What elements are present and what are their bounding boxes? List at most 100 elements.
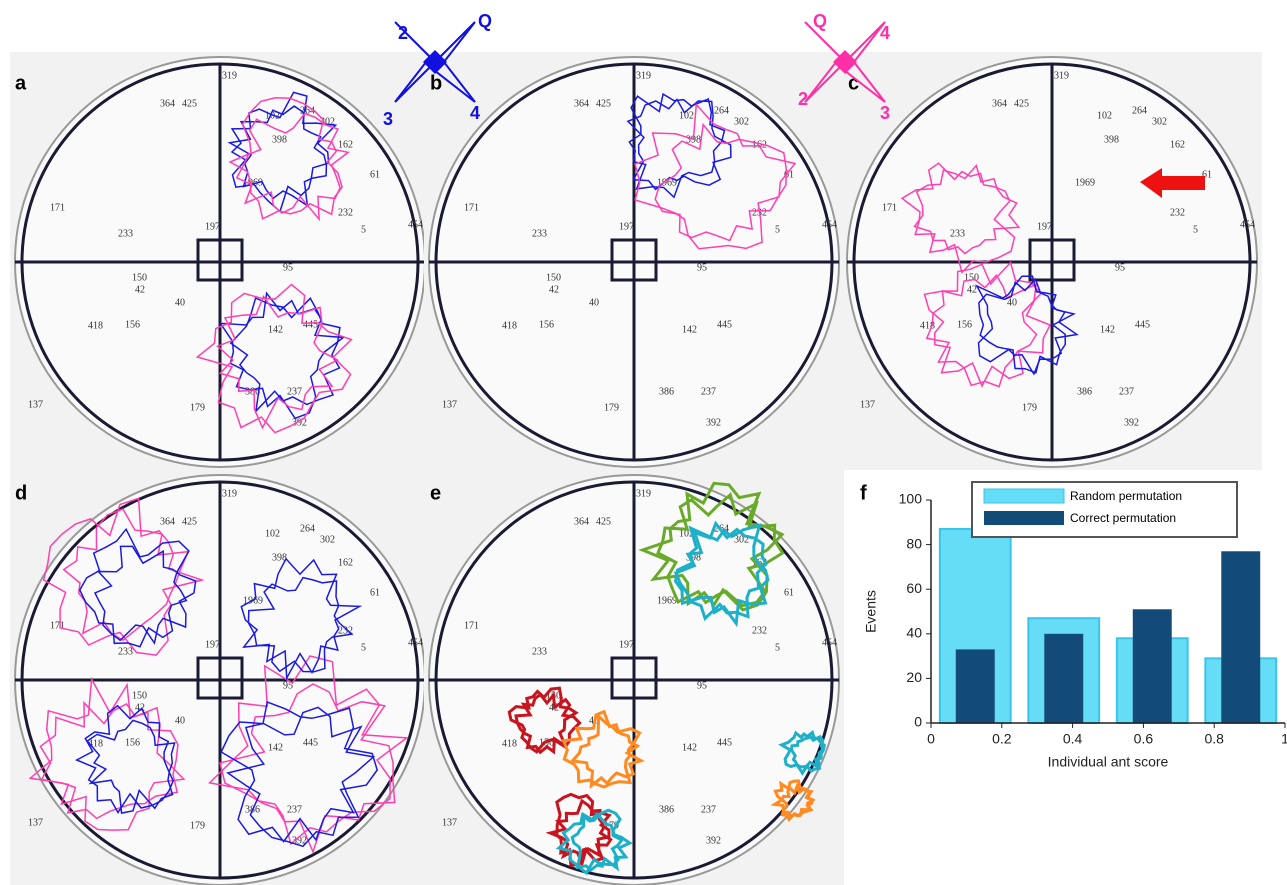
ant-id: 40: [175, 715, 185, 726]
ant-id: 425: [1014, 98, 1029, 109]
compass-label: 4: [880, 23, 890, 43]
ant-id: 142: [1100, 324, 1115, 335]
ant-id: 445: [717, 737, 732, 748]
ant-id: 232: [752, 625, 767, 636]
ant-id: 425: [182, 98, 197, 109]
compass-label: Q: [813, 11, 827, 31]
page: 3193644251022643023981626119691711972334…: [0, 0, 1287, 885]
ant-id: 142: [268, 742, 283, 753]
ant-id: 233: [532, 228, 547, 239]
compass-label: 2: [398, 23, 408, 43]
photo-panel: 3193644251022643023981626119691711972334…: [842, 52, 1262, 470]
x-tick-label: 0.2: [992, 731, 1012, 747]
y-tick-label: 40: [906, 625, 922, 641]
ant-id: 95: [1115, 262, 1125, 273]
ant-id: 5: [361, 642, 366, 653]
y-tick-label: 100: [899, 491, 923, 507]
figure: 3193644251022643023981626119691711972334…: [0, 0, 1287, 885]
ant-id: 137: [442, 399, 457, 410]
ant-id: 150: [132, 690, 147, 701]
ant-id: 445: [717, 319, 732, 330]
ant-id: 42: [135, 284, 145, 295]
ant-id: 445: [1135, 319, 1150, 330]
ant-id: 102: [679, 110, 694, 121]
ant-id: 102: [1097, 110, 1112, 121]
x-tick-label: 0.8: [1204, 731, 1224, 747]
x-tick-label: 0.4: [1063, 731, 1083, 747]
ant-id: 179: [190, 402, 205, 413]
ant-id: 1969: [657, 595, 677, 606]
ant-id: 42: [967, 284, 977, 295]
y-tick-label: 60: [906, 580, 922, 596]
ant-id: 364: [574, 516, 589, 527]
ant-id: 418: [502, 738, 517, 749]
ant-id: 171: [464, 202, 479, 213]
bar: [1133, 609, 1172, 723]
x-tick-label: 0: [927, 731, 935, 747]
legend-swatch: [984, 511, 1064, 525]
ant-id: 237: [701, 804, 716, 815]
bar: [1221, 551, 1260, 723]
ant-id: 364: [160, 516, 175, 527]
ant-id: 237: [701, 386, 716, 397]
ant-id: 454: [408, 637, 423, 648]
ant-id: 364: [574, 98, 589, 109]
ant-id: 102: [265, 528, 280, 539]
x-axis-label: Individual ant score: [1048, 754, 1169, 770]
ant-id: 61: [370, 169, 380, 180]
panel-letter: d: [15, 482, 27, 504]
ant-id: 454: [408, 219, 423, 230]
ant-id: 95: [697, 680, 707, 691]
legend-label: Correct permutation: [1070, 511, 1176, 525]
ant-id: 364: [160, 98, 175, 109]
ant-id: 150: [132, 272, 147, 283]
ant-id: 398: [1104, 134, 1119, 145]
ant-id: 418: [88, 320, 103, 331]
ant-id: 454: [1240, 219, 1255, 230]
ant-id: 233: [532, 646, 547, 657]
ant-id: 319: [1054, 70, 1069, 81]
ant-id: 197: [205, 221, 220, 232]
ant-id: 61: [370, 587, 380, 598]
compass-label: 4: [470, 103, 480, 123]
ant-id: 386: [1077, 386, 1092, 397]
ant-id: 454: [822, 637, 837, 648]
ant-id: 319: [222, 488, 237, 499]
ant-id: 386: [659, 804, 674, 815]
ant-id: 445: [303, 319, 318, 330]
ant-id: 162: [338, 139, 353, 150]
ant-id: 392: [1124, 417, 1139, 428]
ant-id: 156: [125, 737, 140, 748]
ant-id: 197: [1037, 221, 1052, 232]
ant-id: 233: [118, 646, 133, 657]
legend-swatch: [984, 489, 1064, 503]
ant-id: 197: [619, 221, 634, 232]
bar: [956, 649, 995, 723]
ant-id: 179: [604, 402, 619, 413]
ant-id: 5: [361, 224, 366, 235]
ant-id: 392: [706, 417, 721, 428]
compass-label: 3: [383, 109, 393, 129]
ant-id: 162: [1170, 139, 1185, 150]
compass-label: 2: [798, 89, 808, 109]
ant-id: 179: [1022, 402, 1037, 413]
ant-id: 425: [182, 516, 197, 527]
panel-letter: a: [15, 72, 27, 94]
ant-id: 137: [860, 399, 875, 410]
ant-id: 445: [303, 737, 318, 748]
photo-panel: 3193644251022643023981626119691711972334…: [10, 470, 430, 885]
ant-id: 232: [338, 207, 353, 218]
ant-id: 5: [775, 224, 780, 235]
ant-id: 237: [287, 804, 302, 815]
ant-id: 425: [596, 516, 611, 527]
x-tick-label: 0.6: [1134, 731, 1154, 747]
ant-id: 40: [175, 297, 185, 308]
ant-id: 197: [205, 639, 220, 650]
x-tick-label: 1: [1281, 731, 1287, 747]
ant-id: 425: [596, 98, 611, 109]
ant-id: 264: [300, 523, 315, 534]
ant-id: 142: [682, 742, 697, 753]
